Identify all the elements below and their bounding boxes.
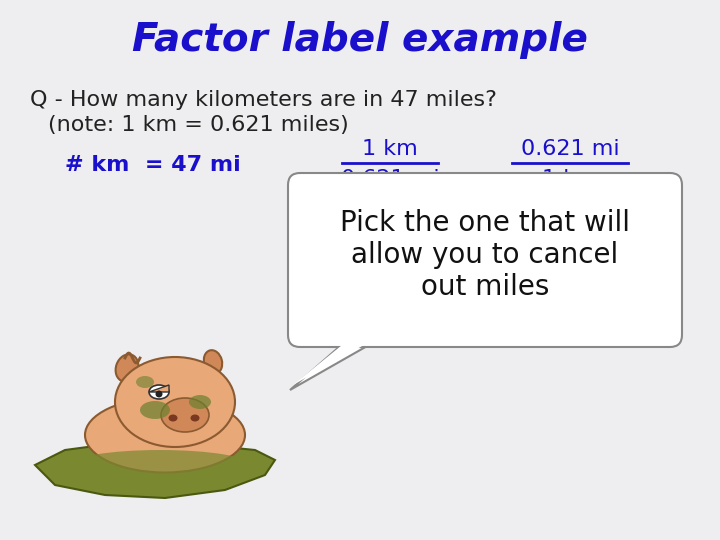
Ellipse shape [70, 450, 250, 480]
Text: 0.621 mi: 0.621 mi [521, 139, 619, 159]
Ellipse shape [168, 415, 178, 422]
Text: Pick the one that will
allow you to cancel
out miles: Pick the one that will allow you to canc… [340, 208, 630, 301]
Ellipse shape [149, 385, 169, 399]
Text: 0.621 mi: 0.621 mi [341, 169, 439, 189]
Ellipse shape [85, 397, 245, 472]
Text: 1 km: 1 km [542, 169, 598, 189]
Ellipse shape [204, 350, 222, 374]
Text: Factor label example: Factor label example [132, 21, 588, 59]
Ellipse shape [140, 401, 170, 419]
Text: 1 km: 1 km [362, 139, 418, 159]
Text: # km  = 47 mi: # km = 47 mi [65, 155, 240, 175]
FancyBboxPatch shape [288, 173, 682, 347]
Text: (note: 1 km = 0.621 miles): (note: 1 km = 0.621 miles) [48, 115, 348, 135]
Ellipse shape [191, 415, 199, 422]
Text: Q - How many kilometers are in 47 miles?: Q - How many kilometers are in 47 miles? [30, 90, 497, 110]
Ellipse shape [115, 357, 235, 447]
Polygon shape [293, 332, 387, 385]
Polygon shape [290, 333, 390, 390]
Ellipse shape [116, 354, 138, 382]
Polygon shape [149, 385, 169, 392]
Ellipse shape [189, 395, 211, 409]
Ellipse shape [161, 398, 209, 432]
Polygon shape [35, 442, 275, 498]
Ellipse shape [156, 390, 163, 397]
Ellipse shape [136, 376, 154, 388]
